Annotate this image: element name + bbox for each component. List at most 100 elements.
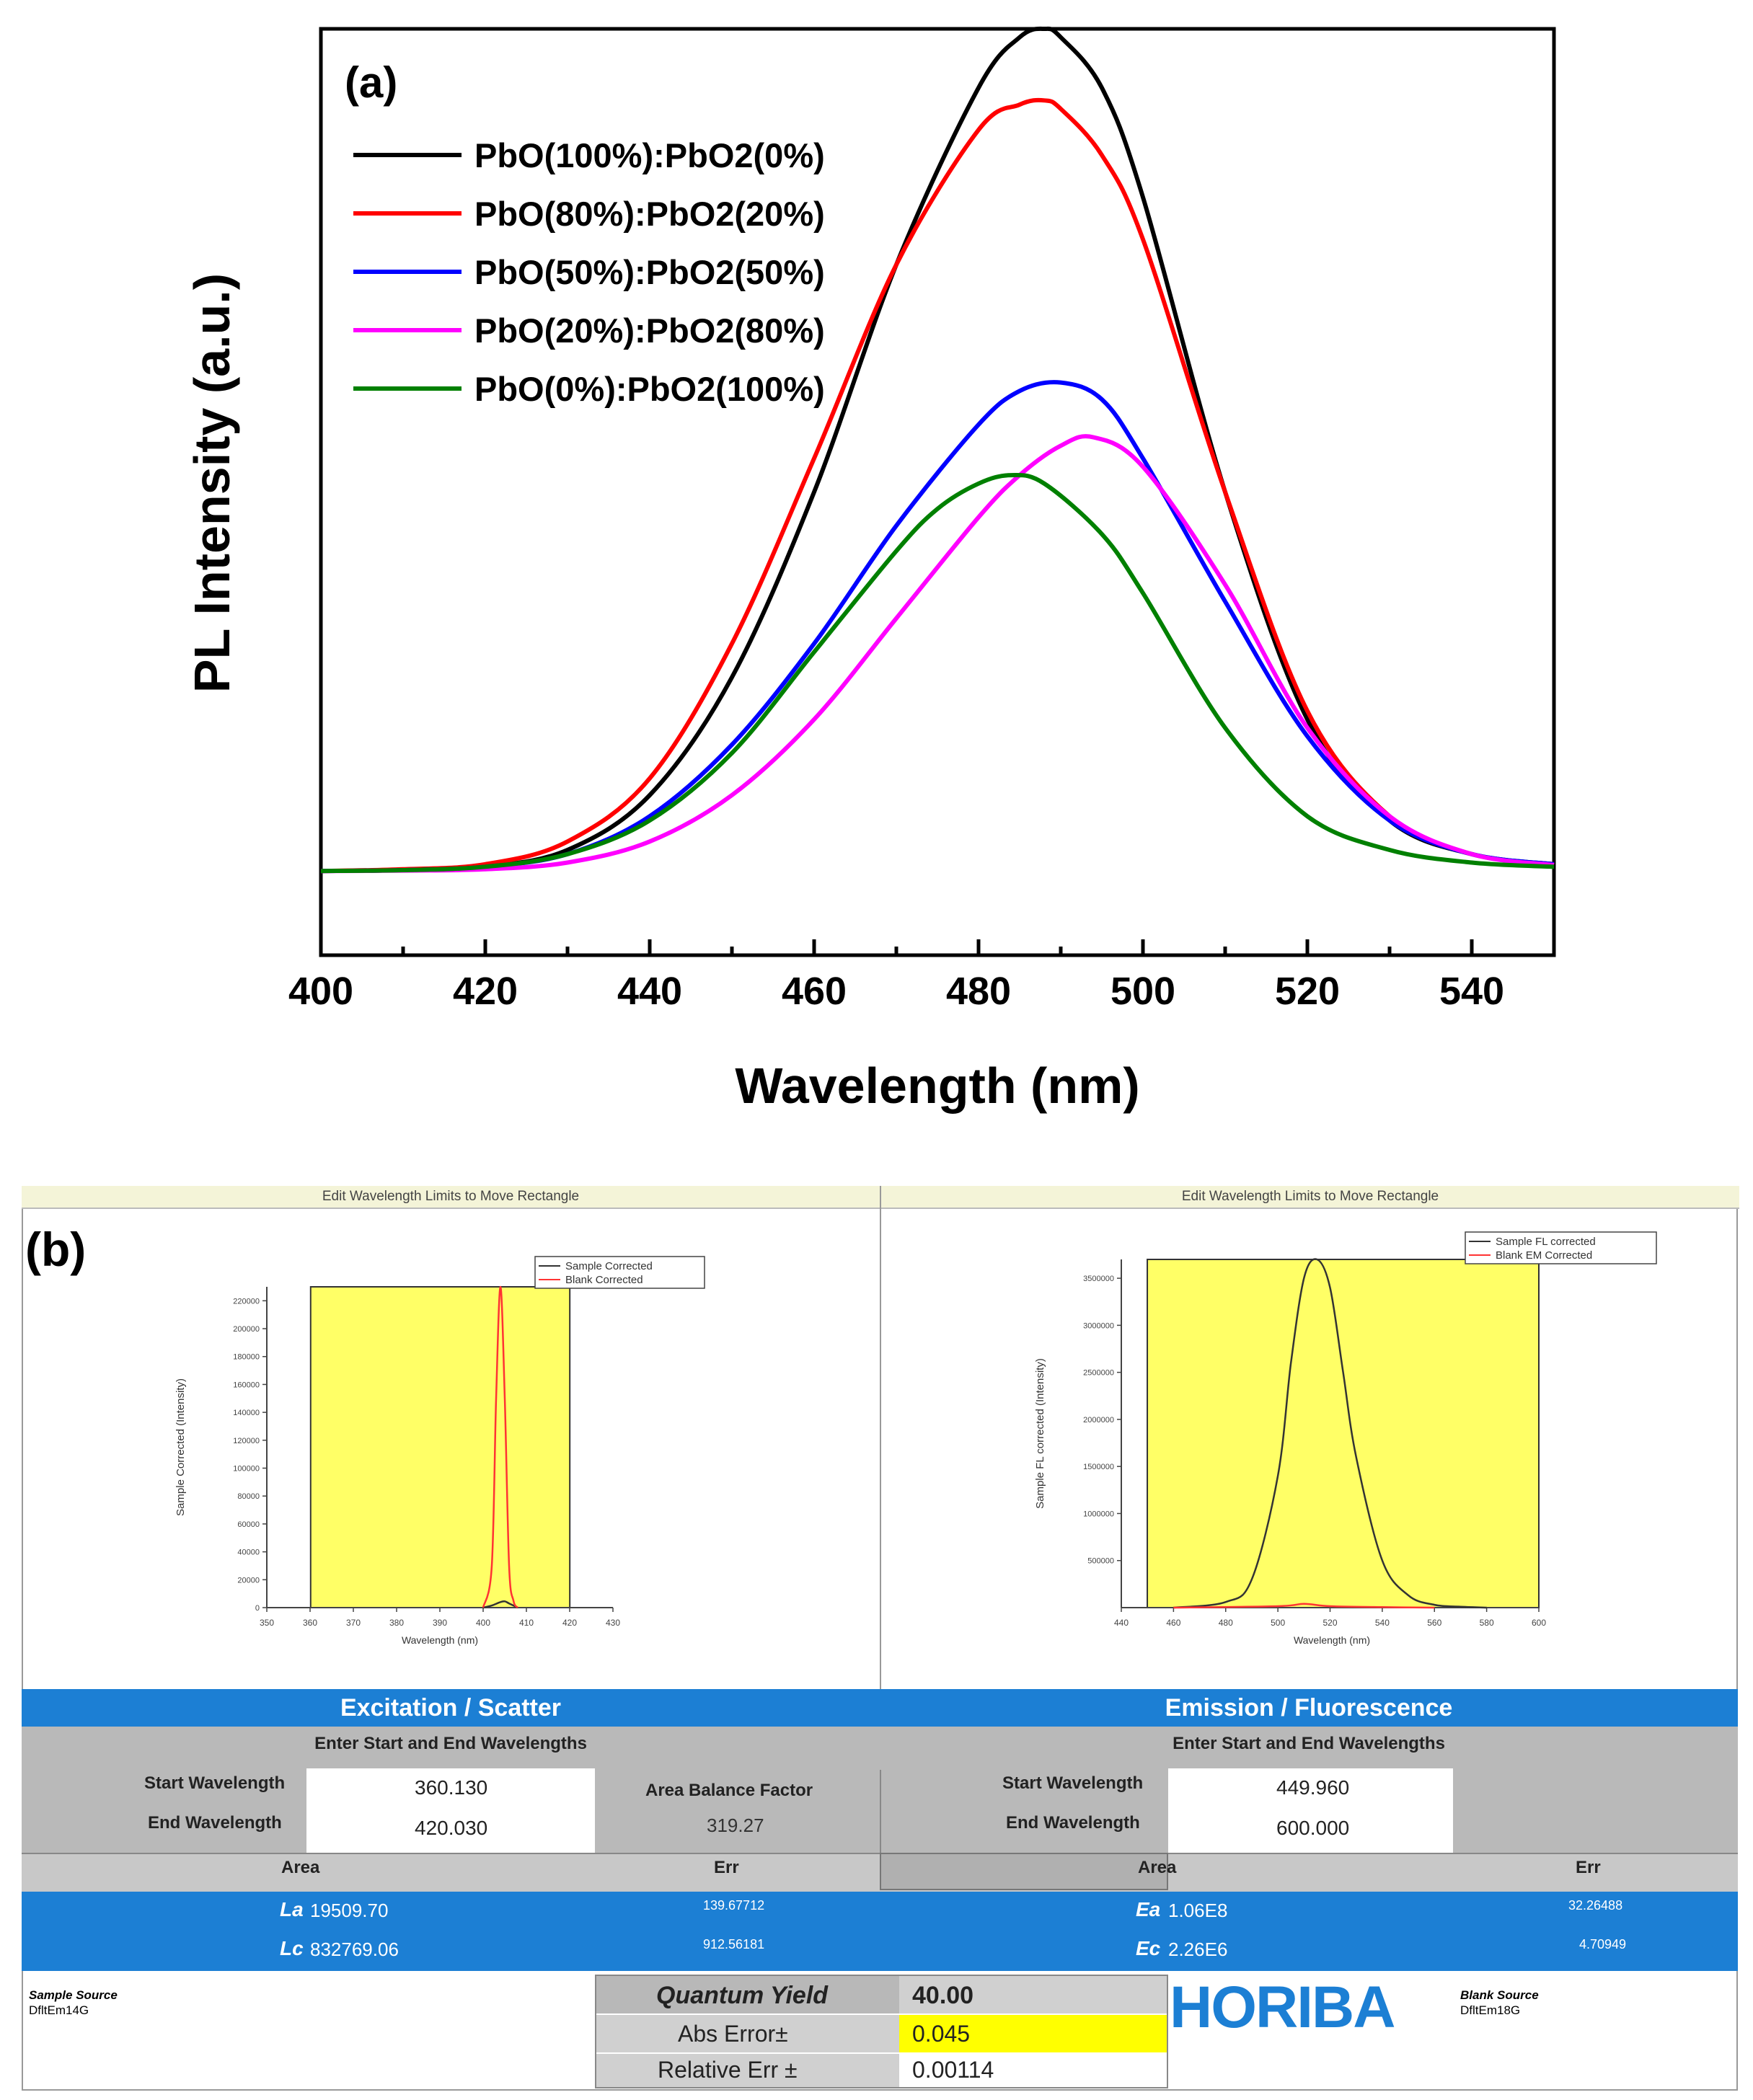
rel-err-value: 0.00114 <box>912 2057 994 2083</box>
y-tick-label: 60000 <box>237 1520 260 1529</box>
x-tick-label: 410 <box>519 1618 534 1628</box>
legend-label: Blank EM Corrected <box>1496 1249 1592 1262</box>
x-tick-label: 460 <box>782 970 847 1013</box>
area-header-left: Area <box>281 1858 320 1877</box>
x-tick-label: 430 <box>606 1618 620 1628</box>
quantum-yield-panel: Edit Wavelength Limits to Move Rectangle… <box>22 1186 1739 2091</box>
excitation-chart: 350 360 370 380 390 400 410 420 430 0 20000 40000 60… <box>175 1256 705 1646</box>
end-wavelength-input-right[interactable]: 600.000 <box>1276 1817 1350 1839</box>
qy-label: Quantum Yield <box>656 1982 829 2009</box>
y-tick-label: 1500000 <box>1083 1463 1114 1471</box>
emission-chart: 440 460 480 500 520 540 560 580 600 500000 1000000… <box>1034 1231 1657 1646</box>
abs-err-highlight <box>899 2015 1167 2052</box>
start-wavelength-input-right[interactable]: 449.960 <box>1276 1776 1350 1799</box>
wavelength-range-rect[interactable] <box>1147 1259 1540 1608</box>
y-tick-label: 100000 <box>233 1465 260 1474</box>
y-tick-label: 20000 <box>237 1576 260 1585</box>
pl-spectrum-chart: 400 420 440 460 480 500 520 540 (a) PbO(100%):P… <box>184 26 1556 1114</box>
x-tick-label: 560 <box>1427 1618 1441 1628</box>
left-header: Edit Wavelength Limits to Move Rectangle <box>22 1186 880 1209</box>
legend-label: Sample FL corrected <box>1496 1236 1596 1248</box>
legend-box <box>534 1256 705 1289</box>
start-wavelength-input-left[interactable]: 360.130 <box>415 1776 488 1799</box>
legend-label: Sample Corrected <box>565 1260 653 1272</box>
y-tick-label: 80000 <box>237 1492 260 1501</box>
x-tick-label: 400 <box>288 970 353 1013</box>
legend-label: PbO(100%):PbO2(0%) <box>474 136 825 174</box>
err-header-right: Err <box>1576 1858 1601 1877</box>
x-tick-label: 420 <box>453 970 518 1013</box>
end-wavelength-label-left: End Wavelength <box>148 1813 282 1833</box>
sample-source-label: Sample Source <box>29 1988 118 2002</box>
y-tick-label: 3500000 <box>1083 1275 1114 1283</box>
x-tick-label: 500 <box>1271 1618 1285 1628</box>
blank-source-value: DfltEm18G <box>1460 2003 1521 2017</box>
y-tick-label: 200000 <box>233 1325 260 1334</box>
x-axis-label: Wavelength (nm) <box>1294 1634 1370 1646</box>
legend-label: PbO(0%):PbO2(100%) <box>474 370 825 408</box>
panel-b-label: (b) <box>25 1223 87 1276</box>
spectrum-line <box>320 26 1555 874</box>
x-tick-label: 540 <box>1439 970 1504 1013</box>
spectrum-line <box>320 97 1555 874</box>
series-line <box>482 1600 518 1609</box>
spectrum-line <box>320 434 1555 874</box>
x-axis-ticks: 400 420 440 460 480 500 520 540 <box>288 939 1504 1013</box>
legend-label: PbO(50%):PbO2(50%) <box>474 253 825 291</box>
x-tick-label: 380 <box>389 1618 404 1628</box>
qy-value: 40.00 <box>912 1982 974 2009</box>
y-tick-label: 1000000 <box>1083 1510 1114 1518</box>
excitation-title: Excitation / Scatter <box>22 1689 880 1727</box>
ec-label: Ec <box>1136 1937 1161 1959</box>
x-tick-label: 540 <box>1375 1618 1390 1628</box>
input-box-right <box>1168 1768 1453 1853</box>
start-wavelength-label-left: Start Wavelength <box>144 1773 286 1793</box>
y-tick-label: 220000 <box>233 1297 260 1306</box>
y-tick-label: 40000 <box>237 1549 260 1557</box>
lc-err: 912.56181 <box>703 1937 765 1951</box>
ea-label: Ea <box>1136 1898 1161 1920</box>
enter-wavelengths-left: Enter Start and End Wavelengths <box>314 1734 587 1753</box>
qy-row-3 <box>596 2054 899 2087</box>
y-tick-label: 120000 <box>233 1437 260 1445</box>
y-axis-label: PL Intensity (a.u.) <box>184 273 240 693</box>
start-wavelength-label-right: Start Wavelength <box>1002 1773 1144 1793</box>
ea-err: 32.26488 <box>1568 1898 1623 1913</box>
legend-box <box>1465 1231 1657 1264</box>
y-tick-label: 2500000 <box>1083 1369 1114 1378</box>
y-tick-label: 3000000 <box>1083 1321 1114 1330</box>
end-wavelength-label-right: End Wavelength <box>1006 1813 1140 1833</box>
x-tick-label: 480 <box>946 970 1011 1013</box>
blank-source-label: Blank Source <box>1460 1988 1539 2002</box>
x-tick-label: 360 <box>303 1618 317 1628</box>
enter-wavelengths-right: Enter Start and End Wavelengths <box>1173 1734 1445 1753</box>
legend-label: PbO(80%):PbO2(20%) <box>474 195 825 233</box>
x-tick-label: 390 <box>433 1618 447 1628</box>
wavelength-range-rect[interactable] <box>309 1286 571 1608</box>
ec-value: 2.26E6 <box>1168 1939 1228 1960</box>
area-balance-value: 319.27 <box>707 1815 764 1836</box>
y-tick-label: 160000 <box>233 1381 260 1389</box>
x-tick-label: 350 <box>260 1618 274 1628</box>
x-tick-label: 600 <box>1532 1618 1546 1628</box>
x-axis-label: Wavelength (nm) <box>402 1634 478 1646</box>
input-divider <box>880 1770 881 1853</box>
right-header: Edit Wavelength Limits to Move Rectangle <box>880 1186 1739 1209</box>
qy-row-2 <box>596 2015 899 2052</box>
x-tick-label: 370 <box>346 1618 361 1628</box>
y-tick-label: 2000000 <box>1083 1416 1114 1425</box>
y-axis-label: Sample Corrected (Intensity) <box>175 1378 187 1516</box>
x-tick-label: 400 <box>476 1618 490 1628</box>
rel-err-cell <box>899 2054 1167 2087</box>
la-label: La <box>280 1898 304 1920</box>
end-wavelength-input-left[interactable]: 420.030 <box>415 1817 488 1839</box>
area-header-right: Area <box>1138 1858 1177 1877</box>
x-tick-label: 520 <box>1275 970 1340 1013</box>
y-tick-label: 140000 <box>233 1409 260 1417</box>
qy-label-cell <box>596 1976 899 2013</box>
x-tick-label: 440 <box>617 970 682 1013</box>
ec-err: 4.70949 <box>1579 1937 1627 1951</box>
legend: PbO(100%):PbO2(0%) PbO(80%):PbO2(20%) PbO(… <box>353 136 825 408</box>
y-tick-label: 180000 <box>233 1353 260 1362</box>
series-line <box>1173 1258 1487 1609</box>
